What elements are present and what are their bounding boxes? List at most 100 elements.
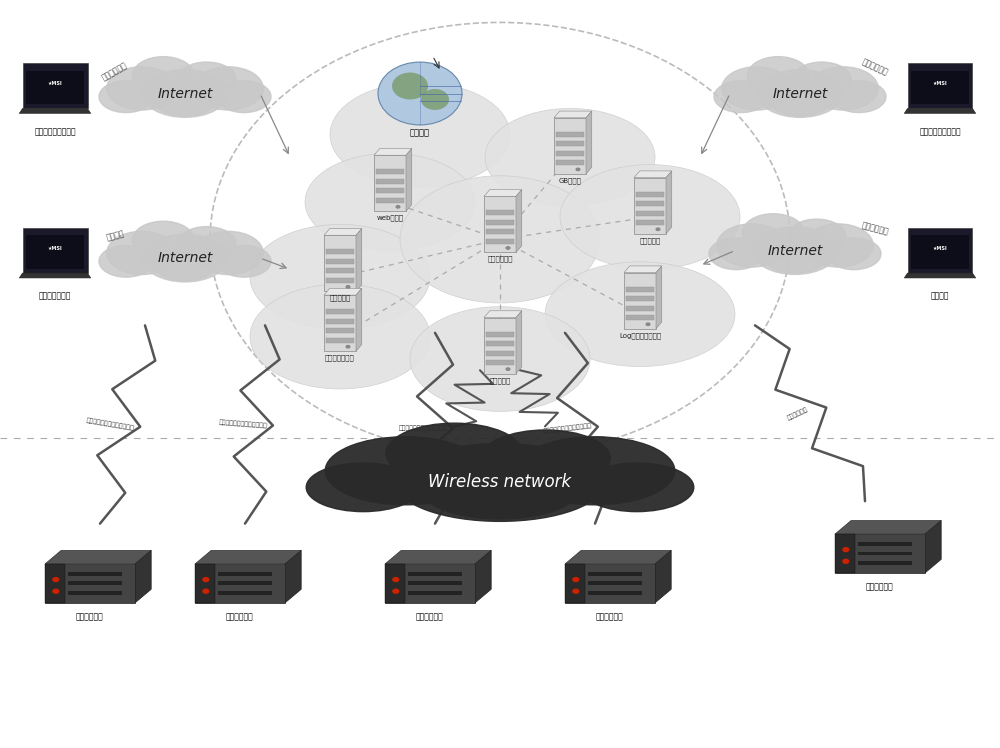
Ellipse shape [742, 214, 804, 252]
Bar [218, 591, 272, 595]
Bar [408, 581, 462, 586]
Ellipse shape [580, 463, 694, 512]
Bar [858, 561, 912, 565]
Bar [624, 273, 656, 329]
Text: 自动扫频前端: 自动扫频前端 [76, 612, 104, 621]
Text: Internet: Internet [157, 251, 213, 265]
Ellipse shape [250, 224, 430, 329]
Text: Wireless network: Wireless network [428, 473, 572, 491]
Bar [626, 306, 654, 311]
Ellipse shape [717, 224, 786, 267]
Bar [195, 564, 285, 603]
Bar [408, 591, 462, 595]
Text: 自动扫频前端: 自动扫频前端 [226, 612, 254, 621]
Bar [484, 197, 516, 253]
Ellipse shape [217, 81, 271, 112]
Ellipse shape [714, 81, 768, 112]
Polygon shape [908, 64, 972, 108]
Bar [326, 278, 354, 283]
Text: 管理服务器: 管理服务器 [639, 237, 661, 244]
Bar [556, 132, 584, 137]
Polygon shape [634, 171, 672, 178]
Circle shape [505, 246, 511, 250]
Ellipse shape [767, 81, 833, 116]
Text: ★MSI: ★MSI [933, 82, 947, 86]
Bar [565, 564, 585, 603]
Bar [45, 564, 135, 603]
Text: 接收测试命令，回传测试数据: 接收测试命令，回传测试数据 [86, 417, 135, 432]
Bar [556, 151, 584, 156]
Ellipse shape [177, 227, 236, 262]
Polygon shape [406, 148, 412, 211]
Bar [218, 571, 272, 576]
Ellipse shape [194, 231, 263, 275]
Bar [326, 309, 354, 314]
Ellipse shape [400, 176, 600, 303]
Polygon shape [45, 551, 151, 564]
Bar [195, 564, 215, 603]
Text: 接收测试命令，回传测试数据: 接收测试命令，回传测试数据 [399, 426, 447, 431]
Bar [556, 161, 584, 165]
Circle shape [572, 589, 579, 594]
Ellipse shape [152, 245, 218, 280]
Polygon shape [324, 289, 362, 295]
Ellipse shape [515, 437, 675, 505]
Polygon shape [655, 551, 671, 603]
Text: GB服务器: GB服务器 [559, 177, 581, 184]
Circle shape [52, 577, 59, 582]
Circle shape [395, 205, 401, 209]
Ellipse shape [827, 238, 881, 269]
Text: 回放数据: 回放数据 [105, 229, 125, 242]
Polygon shape [356, 229, 362, 291]
Bar [634, 178, 666, 233]
Bar [68, 571, 122, 576]
Text: 消息队列服务器: 消息队列服务器 [325, 355, 355, 361]
Bar [385, 564, 475, 603]
Bar [486, 230, 514, 235]
Ellipse shape [217, 245, 271, 277]
Bar [911, 70, 969, 105]
Text: Log数据处理服务器: Log数据处理服务器 [619, 332, 661, 339]
Circle shape [421, 89, 449, 110]
Bar [484, 318, 516, 373]
Circle shape [655, 227, 661, 231]
Text: Internet: Internet [767, 244, 823, 257]
Bar [326, 319, 354, 324]
Text: web服务器: web服务器 [376, 215, 404, 221]
Ellipse shape [325, 437, 485, 505]
Polygon shape [195, 551, 301, 564]
Circle shape [505, 367, 511, 371]
Ellipse shape [306, 463, 420, 512]
Bar [376, 179, 404, 184]
Bar [326, 328, 354, 334]
Bar [835, 534, 855, 573]
Text: 后台分析数据: 后台分析数据 [861, 58, 889, 77]
Polygon shape [586, 111, 592, 174]
Polygon shape [624, 266, 662, 273]
Polygon shape [135, 551, 151, 603]
Ellipse shape [250, 284, 430, 389]
Text: 统计服务器: 统计服务器 [329, 295, 351, 301]
Polygon shape [925, 521, 941, 573]
Bar [324, 295, 356, 352]
Bar [326, 269, 354, 273]
Ellipse shape [177, 62, 236, 97]
Circle shape [345, 345, 351, 349]
Ellipse shape [107, 231, 176, 275]
Text: 接收测试命令，回传测试数据: 接收测试命令，回传测试数据 [218, 420, 268, 429]
Text: 数据库服务器: 数据库服务器 [487, 256, 513, 263]
Circle shape [52, 589, 59, 594]
Bar [486, 239, 514, 244]
Ellipse shape [142, 70, 228, 117]
Bar [26, 70, 84, 105]
Polygon shape [904, 108, 976, 114]
Text: 自动扫频前端: 自动扫频前端 [596, 612, 624, 621]
Ellipse shape [832, 81, 886, 112]
Circle shape [392, 577, 399, 582]
Text: 后台分析数据: 后台分析数据 [101, 61, 129, 82]
Bar [626, 316, 654, 320]
Ellipse shape [804, 224, 873, 267]
Text: ★MSI: ★MSI [48, 246, 62, 251]
Polygon shape [475, 551, 491, 603]
Text: 虚拟服务: 虚拟服务 [410, 129, 430, 138]
